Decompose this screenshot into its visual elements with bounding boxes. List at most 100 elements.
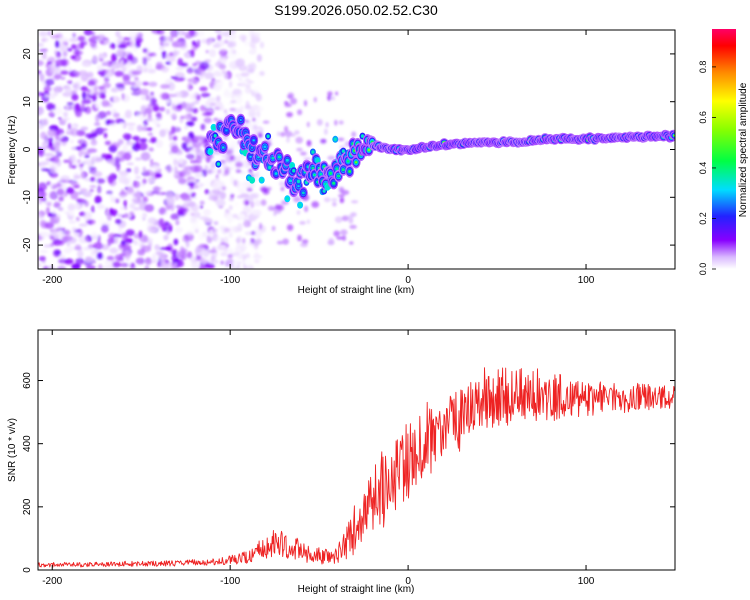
noise-blob	[151, 30, 162, 34]
noise-blob	[145, 118, 154, 122]
noise-blob	[189, 165, 200, 173]
noise-blob	[105, 110, 112, 116]
noise-blob	[160, 261, 170, 269]
noise-blob	[276, 240, 284, 245]
noise-blob	[214, 187, 220, 196]
noise-blob	[49, 147, 55, 151]
noise-blob	[97, 234, 101, 244]
noise-blob	[44, 152, 55, 157]
noise-blob	[185, 153, 195, 160]
noise-blob	[214, 30, 222, 34]
noise-blob	[306, 219, 310, 225]
snr-frame	[37, 329, 676, 571]
noise-blob	[132, 207, 141, 211]
y-tick-label: 600	[22, 372, 33, 389]
noise-blob	[163, 128, 170, 134]
noise-blob	[181, 142, 188, 150]
ridge-mark	[218, 125, 222, 128]
noise-blob	[88, 219, 93, 225]
noise-blob	[168, 132, 173, 141]
noise-blob	[181, 102, 192, 110]
noise-blob	[76, 198, 87, 205]
noise-blob	[139, 138, 148, 143]
snr-x-axis-label: Height of straight line (km)	[298, 584, 415, 595]
noise-blob	[199, 200, 205, 205]
noise-blob	[38, 212, 43, 217]
noise-blob	[296, 210, 301, 215]
noise-blob	[147, 132, 154, 137]
noise-blob	[168, 52, 174, 57]
noise-blob	[122, 74, 131, 81]
noise-blob	[74, 229, 81, 233]
noise-blob	[101, 62, 109, 67]
noise-blob	[67, 123, 72, 130]
ridge-mark	[222, 146, 225, 149]
noise-blob	[143, 169, 154, 177]
noise-blob	[97, 204, 105, 210]
noise-blob	[244, 231, 253, 236]
noise-blob	[121, 66, 127, 73]
ridge-mark	[213, 134, 217, 138]
noise-blob	[279, 181, 284, 187]
noise-blob	[104, 259, 113, 266]
noise-blob	[303, 205, 309, 213]
noise-blob	[52, 183, 63, 188]
noise-blob	[170, 213, 180, 220]
noise-blob	[234, 96, 243, 105]
noise-blob	[163, 234, 169, 241]
ridge-mark	[367, 149, 371, 151]
noise-blob	[229, 154, 236, 162]
noise-blob	[99, 216, 104, 225]
noise-blob	[60, 175, 70, 181]
noise-blob	[194, 135, 205, 141]
colorbar-tick-label: 0.2	[698, 212, 708, 225]
noise-blob	[174, 165, 178, 174]
noise-blob	[118, 225, 122, 234]
noise-blob	[337, 137, 345, 142]
noise-blob	[171, 265, 176, 269]
figure-title: S199.2026.050.02.52.C30	[274, 2, 438, 18]
noise-blob	[161, 223, 167, 231]
snr-y-ticks: 0 200 400 600	[22, 372, 675, 573]
ridge-mark	[311, 150, 315, 154]
noise-blob	[290, 97, 297, 105]
noise-blob	[107, 159, 114, 164]
noise-blob	[191, 225, 201, 231]
noise-blob	[138, 111, 145, 115]
snr-line-area	[38, 367, 675, 568]
noise-blob	[147, 177, 153, 182]
noise-blob	[69, 37, 79, 43]
noise-blob	[115, 198, 120, 204]
noise-blob	[62, 50, 68, 57]
noise-blob	[149, 158, 154, 164]
noise-blob	[338, 194, 345, 198]
noise-blob	[168, 35, 174, 43]
noise-blob	[38, 256, 46, 262]
noise-blob	[123, 37, 131, 41]
noise-blob	[296, 147, 303, 152]
noise-blob	[159, 92, 168, 100]
noise-blob	[45, 157, 52, 162]
noise-blob	[126, 53, 134, 62]
noise-blob	[351, 200, 359, 204]
noise-blob	[132, 192, 142, 199]
noise-blob	[255, 116, 262, 120]
noise-blob	[112, 261, 121, 268]
noise-blob	[125, 254, 130, 261]
noise-blob	[129, 40, 135, 48]
noise-blob	[70, 190, 79, 200]
noise-blob	[244, 104, 252, 110]
noise-blob	[204, 72, 214, 80]
noise-blob	[199, 86, 208, 92]
noise-blob	[100, 100, 110, 107]
noise-blob	[238, 251, 245, 259]
noise-blob	[63, 159, 70, 163]
noise-blob	[202, 250, 210, 257]
noise-blob	[117, 139, 124, 145]
noise-blob	[38, 199, 42, 205]
noise-blob	[70, 139, 74, 144]
noise-blob	[237, 223, 243, 232]
noise-blob	[195, 155, 202, 164]
noise-blob	[131, 92, 140, 96]
noise-blob	[235, 237, 241, 244]
